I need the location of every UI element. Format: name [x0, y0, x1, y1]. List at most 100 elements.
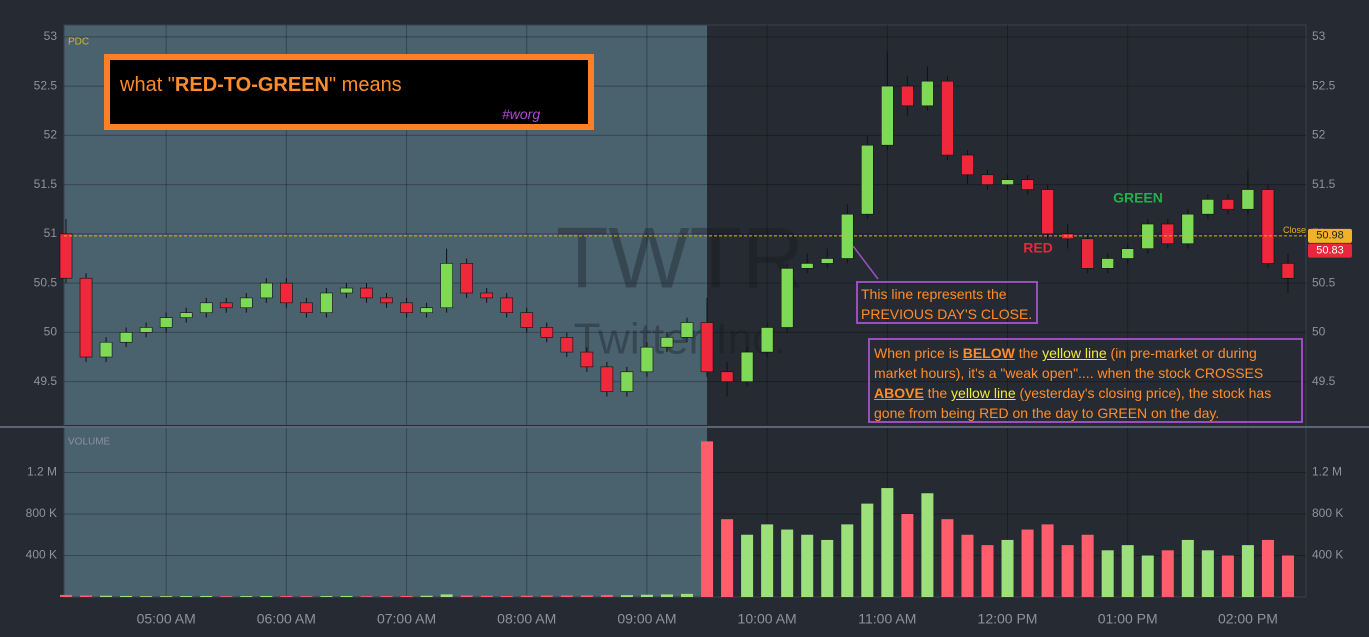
y-tick-label: 49.5 [1312, 374, 1336, 388]
y-tick-label: 50 [1312, 325, 1326, 339]
volume-bar [1281, 555, 1294, 597]
candle-body [700, 322, 714, 373]
candle-body [159, 317, 173, 328]
price-tag-label: 50.83 [1316, 245, 1344, 257]
y-tick-label: 50 [44, 325, 58, 339]
previous-close-label: Close [1283, 225, 1306, 235]
candle-body [720, 371, 734, 382]
volume-tick-label: 1.2 M [27, 465, 57, 479]
note-segment: BELOW [962, 345, 1015, 361]
volume-bar [280, 596, 293, 597]
volume-bar [59, 594, 73, 597]
note-segment: the [923, 385, 952, 401]
candle-body [941, 80, 954, 156]
volume-bar [861, 503, 874, 597]
candle-body [1081, 238, 1094, 269]
note-segment: the [1014, 345, 1043, 361]
volume-bar [120, 595, 133, 597]
candle-body [1121, 248, 1135, 259]
volume-bar [741, 534, 754, 597]
candle-body [260, 282, 273, 299]
volume-bar [1061, 545, 1074, 597]
candle-body [800, 263, 814, 269]
candle-body [400, 302, 413, 313]
title-text: what " [120, 74, 175, 96]
candle-body [640, 346, 654, 373]
y-tick-label: 52 [44, 128, 58, 142]
x-tick-label: 07:00 AM [377, 611, 436, 627]
watermark-symbol: TWTR [556, 211, 804, 307]
volume-bar [1261, 539, 1274, 597]
volume-bar [240, 596, 253, 597]
volume-bar [200, 595, 213, 597]
candle-body [420, 307, 433, 313]
volume-bar [660, 594, 673, 597]
candle-body [680, 322, 694, 338]
volume-bar [1221, 555, 1234, 597]
candle-body [1001, 179, 1014, 185]
y-tick-label: 51.5 [34, 177, 58, 191]
volume-bar [841, 524, 854, 597]
volume-bar [781, 529, 794, 597]
note-segment: ABOVE [874, 385, 924, 401]
volume-bar [961, 534, 974, 597]
volume-bar [901, 514, 914, 597]
candle-body [1181, 213, 1195, 245]
y-tick-label: 50.5 [1312, 275, 1336, 289]
x-tick-label: 08:00 AM [497, 611, 556, 627]
volume-bar [160, 596, 173, 597]
candle-body [1261, 189, 1275, 264]
candle-body [500, 297, 514, 313]
candle-body [219, 302, 233, 309]
x-tick-label: 12:00 PM [978, 611, 1038, 627]
volume-bar [941, 519, 954, 597]
volume-bar [821, 539, 834, 597]
candle-body [1161, 223, 1175, 245]
candle-body [360, 287, 373, 299]
watermark-name: Twitter Inc. [574, 315, 787, 364]
title: what "RED-TO-GREEN" means [120, 74, 402, 97]
x-tick-label: 02:00 PM [1218, 611, 1278, 627]
y-tick-label: 52.5 [1312, 78, 1336, 92]
title-box: what "RED-TO-GREEN" means #worg [104, 54, 594, 130]
annotation-pointer [852, 245, 879, 280]
volume-tick-label: 800 K [26, 506, 57, 520]
volume-bar [1241, 545, 1254, 597]
volume-panel-label: VOLUME [68, 437, 111, 448]
x-tick-label: 11:00 AM [858, 611, 916, 627]
volume-bar [140, 596, 153, 597]
y-tick-label: 51.5 [1312, 177, 1336, 191]
volume-bar [460, 595, 473, 597]
note-segment: (yesterday's closing price), the stock h… [874, 385, 1272, 421]
volume-bar [801, 534, 814, 597]
candle-body [600, 366, 614, 392]
volume-bar [560, 595, 573, 597]
candle-body [99, 341, 113, 358]
volume-bar [380, 596, 393, 597]
volume-bar [921, 493, 934, 597]
price-tag-label: 50.98 [1316, 230, 1344, 242]
price-panel-label: PDC [68, 37, 89, 48]
volume-bar [761, 524, 774, 597]
volume-bar [1161, 550, 1174, 597]
candle-body [780, 268, 794, 328]
volume-bar [1141, 555, 1154, 597]
note-segment: When price is [874, 345, 963, 361]
candle-body [860, 144, 874, 215]
candle-body [320, 292, 333, 313]
x-tick-label: 05:00 AM [137, 611, 196, 627]
volume-tick-label: 400 K [26, 548, 57, 562]
volume-bar [360, 596, 373, 597]
y-tick-label: 53 [44, 29, 58, 43]
x-tick-label: 10:00 AM [738, 611, 797, 627]
volume-bar [1121, 545, 1134, 597]
y-tick-label: 49.5 [34, 374, 58, 388]
candle-body [540, 327, 554, 338]
volume-bar [721, 519, 734, 597]
volume-bar [1021, 529, 1034, 597]
volume-bar [320, 596, 333, 597]
candle-body [901, 85, 914, 107]
candle-body [881, 85, 894, 146]
premarket-shade [64, 428, 708, 597]
